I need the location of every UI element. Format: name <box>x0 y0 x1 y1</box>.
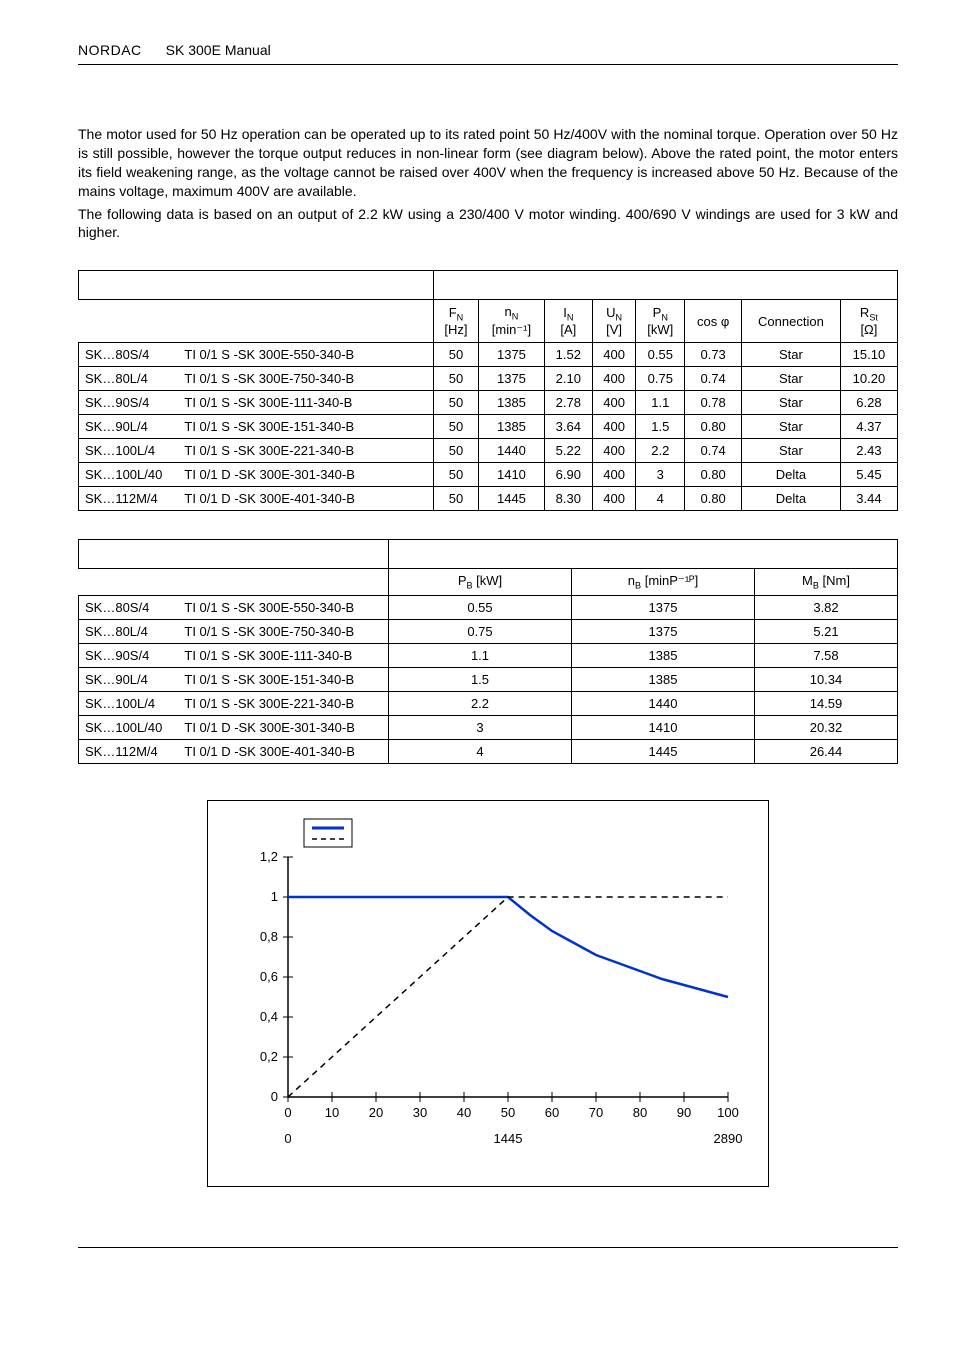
svg-text:20: 20 <box>369 1105 383 1120</box>
table-row: SK…80L/4 TI 0/1 S -SK 300E-750-340-B0.75… <box>79 619 898 643</box>
svg-text:60: 60 <box>545 1105 559 1120</box>
col-conn: Connection <box>742 300 841 343</box>
table-row: SK…100L/4 TI 0/1 S -SK 300E-221-340-B501… <box>79 438 898 462</box>
motor-data-table-2: PB [kW] nB [minP⁻¹ᴾ] MB [Nm] SK…80S/4 TI… <box>78 539 898 764</box>
svg-text:50: 50 <box>501 1105 515 1120</box>
table-row: SK…100L/4 TI 0/1 S -SK 300E-221-340-B2.2… <box>79 691 898 715</box>
svg-text:1,2: 1,2 <box>260 849 278 864</box>
svg-text:70: 70 <box>589 1105 603 1120</box>
svg-text:80: 80 <box>633 1105 647 1120</box>
table-row: SK…90L/4 TI 0/1 S -SK 300E-151-340-B5013… <box>79 414 898 438</box>
svg-text:0,6: 0,6 <box>260 969 278 984</box>
torque-frequency-chart: 0 0,2 0,4 0,6 0,8 1 1,2 0 10 20 30 40 50 60 70 80 90 100 0… <box>207 800 769 1187</box>
brand-text: NORDAC <box>78 42 142 58</box>
table-row: SK…80S/4 TI 0/1 S -SK 300E-550-340-B5013… <box>79 342 898 366</box>
table-row: SK…100L/40 TI 0/1 D -SK 300E-301-340-B31… <box>79 715 898 739</box>
svg-text:10: 10 <box>325 1105 339 1120</box>
svg-text:1: 1 <box>271 889 278 904</box>
paragraph-2: The following data is based on an output… <box>78 205 898 243</box>
col-nn: nN[min⁻¹] <box>479 300 545 343</box>
col-nb: nB [minP⁻¹ᴾ] <box>572 568 755 595</box>
page: NORDAC SK 300E Manual The motor used for… <box>0 0 954 1309</box>
paragraph-1: The motor used for 50 Hz operation can b… <box>78 125 898 201</box>
svg-text:0,8: 0,8 <box>260 929 278 944</box>
col-mb: MB [Nm] <box>755 568 898 595</box>
svg-text:90: 90 <box>677 1105 691 1120</box>
svg-text:2890: 2890 <box>714 1131 743 1146</box>
chart-svg: 0 0,2 0,4 0,6 0,8 1 1,2 0 10 20 30 40 50 60 70 80 90 100 0… <box>208 801 768 1181</box>
table-row: SK…100L/40 TI 0/1 D -SK 300E-301-340-B50… <box>79 462 898 486</box>
table-row: SK…80L/4 TI 0/1 S -SK 300E-750-340-B5013… <box>79 366 898 390</box>
col-fn: FN[Hz] <box>433 300 478 343</box>
table-row: SK…90L/4 TI 0/1 S -SK 300E-151-340-B1.51… <box>79 667 898 691</box>
table-row: SK…112M/4 TI 0/1 D -SK 300E-401-340-B414… <box>79 739 898 763</box>
svg-text:0,4: 0,4 <box>260 1009 278 1024</box>
table-header-row: PB [kW] nB [minP⁻¹ᴾ] MB [Nm] <box>79 568 898 595</box>
svg-text:0,2: 0,2 <box>260 1049 278 1064</box>
footer-rule <box>78 1247 898 1249</box>
col-pn: PN[kW] <box>636 300 685 343</box>
col-un: UN[V] <box>592 300 636 343</box>
svg-text:0: 0 <box>284 1131 291 1146</box>
svg-text:0: 0 <box>284 1105 291 1120</box>
manual-title: SK 300E Manual <box>166 42 271 58</box>
table-header-row: FN[Hz] nN[min⁻¹] IN[A] UN[V] PN[kW] cos … <box>79 300 898 343</box>
svg-text:0: 0 <box>271 1089 278 1104</box>
col-rst: RSt[Ω] <box>840 300 897 343</box>
col-pb: PB [kW] <box>389 568 572 595</box>
svg-text:40: 40 <box>457 1105 471 1120</box>
svg-text:30: 30 <box>413 1105 427 1120</box>
table-row: SK…90S/4 TI 0/1 S -SK 300E-111-340-B5013… <box>79 390 898 414</box>
table-row: SK…80S/4 TI 0/1 S -SK 300E-550-340-B0.55… <box>79 595 898 619</box>
table-row: SK…112M/4 TI 0/1 D -SK 300E-401-340-B501… <box>79 486 898 510</box>
table-row: SK…90S/4 TI 0/1 S -SK 300E-111-340-B1.11… <box>79 643 898 667</box>
svg-text:100: 100 <box>717 1105 739 1120</box>
intro-text: The motor used for 50 Hz operation can b… <box>78 125 898 242</box>
col-in: IN[A] <box>544 300 592 343</box>
col-cos: cos φ <box>685 300 742 343</box>
svg-text:1445: 1445 <box>494 1131 523 1146</box>
page-header: NORDAC SK 300E Manual <box>78 42 898 65</box>
motor-data-table-1: FN[Hz] nN[min⁻¹] IN[A] UN[V] PN[kW] cos … <box>78 270 898 511</box>
